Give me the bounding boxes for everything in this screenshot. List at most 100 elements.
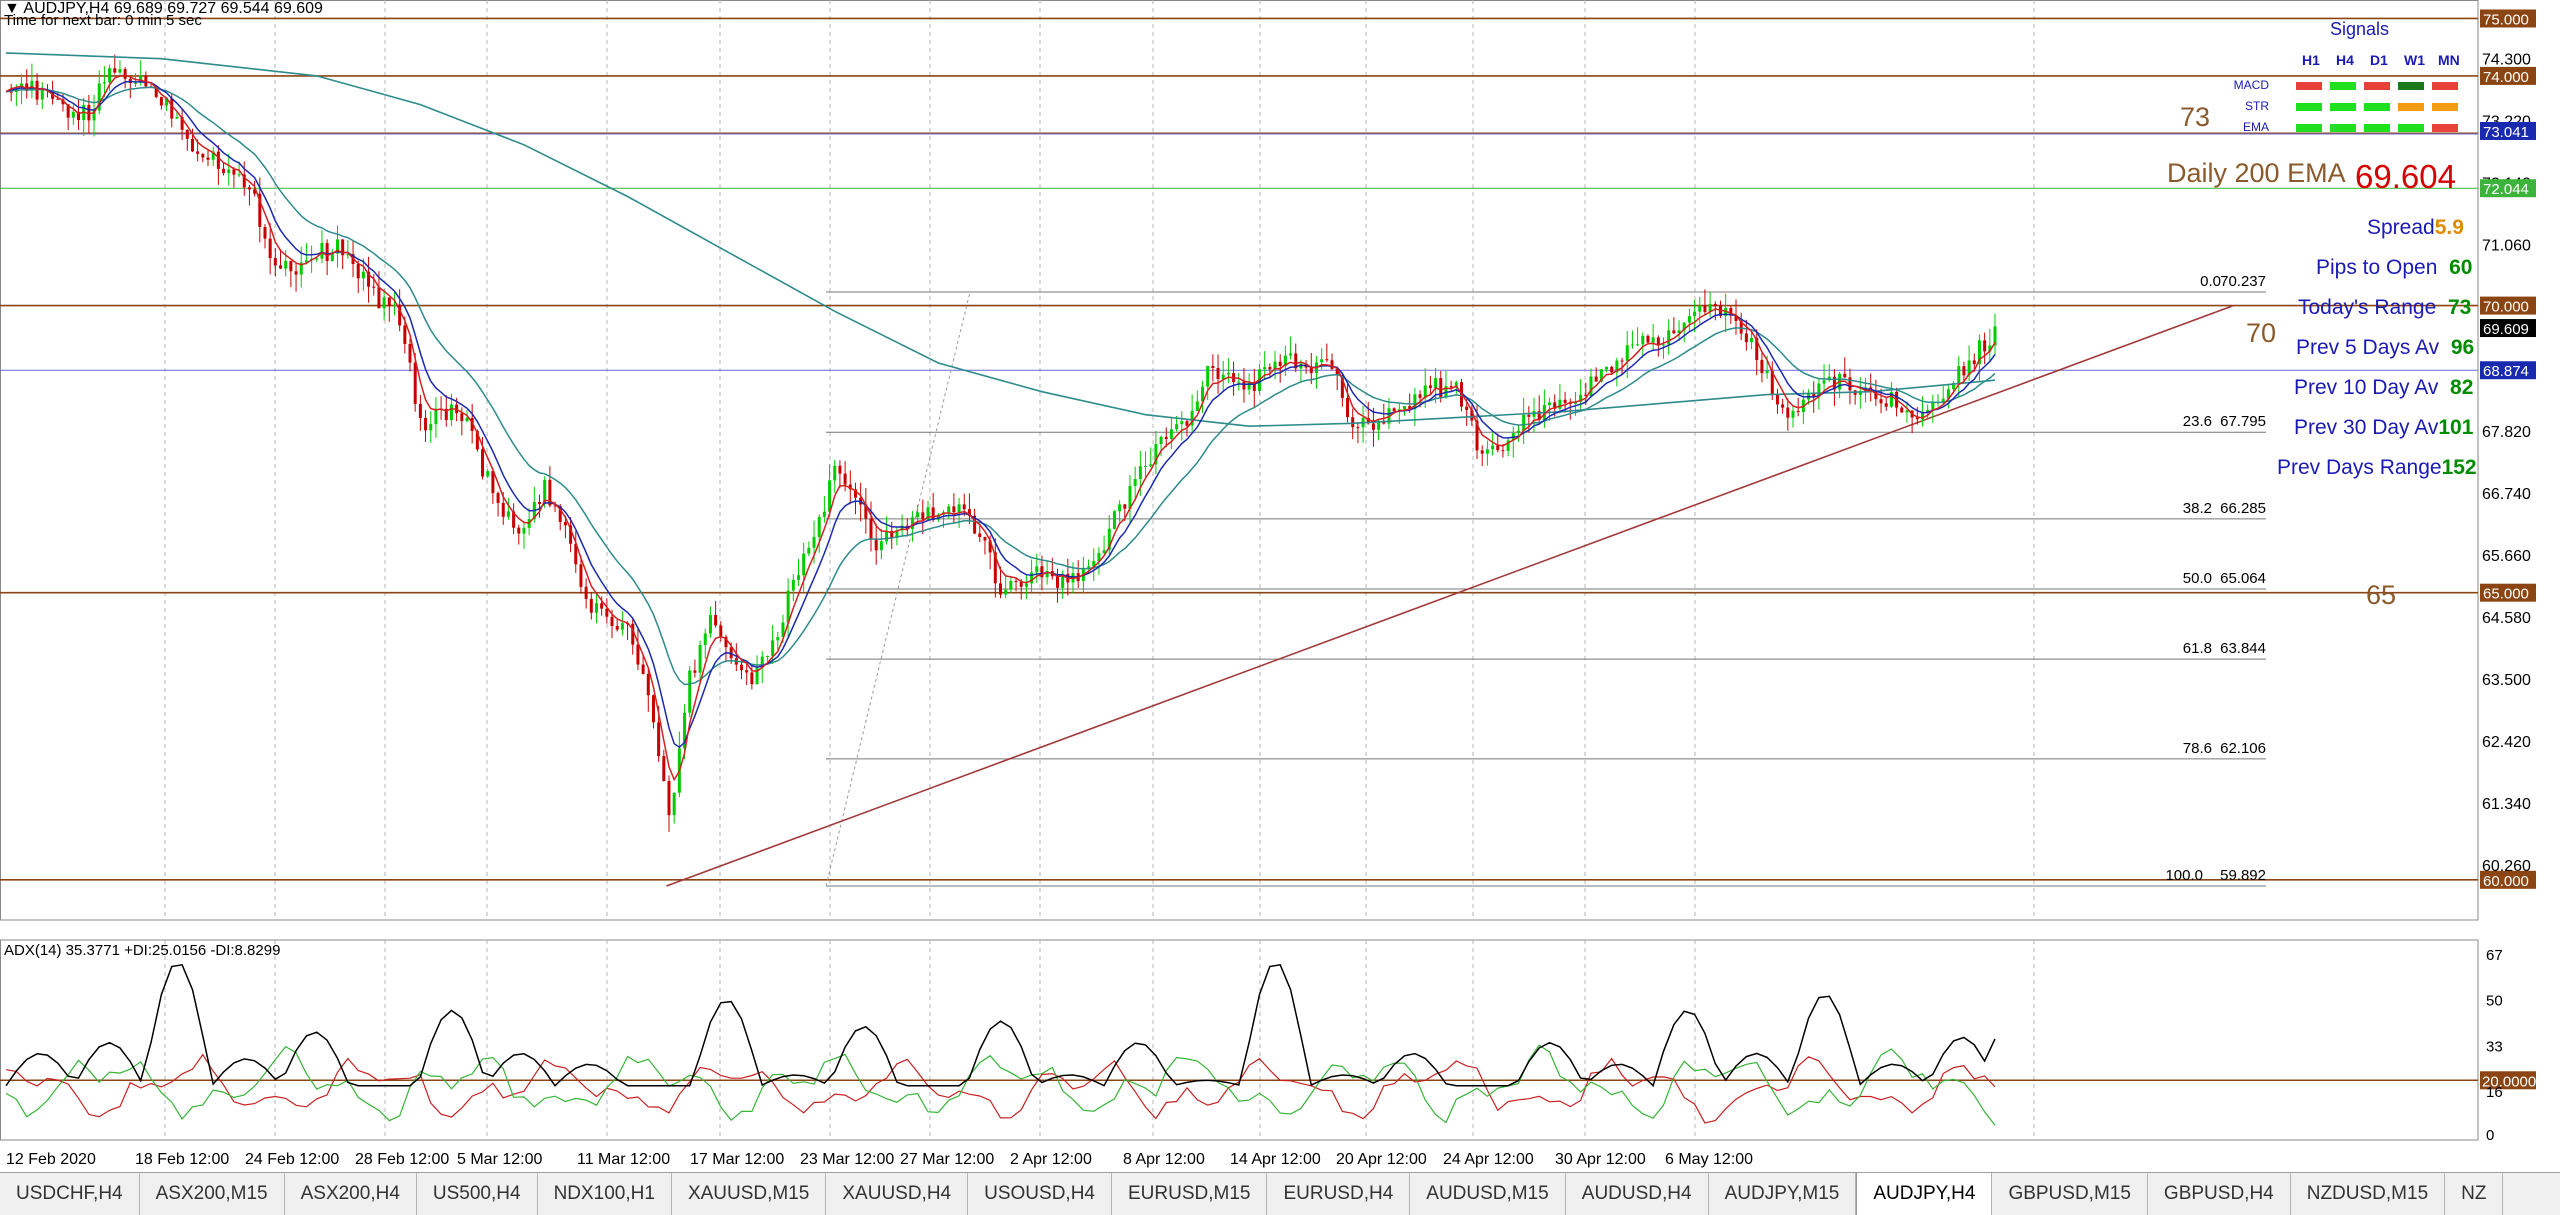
x-tick-label: 17 Mar 12:00 bbox=[690, 1151, 784, 1168]
candle-body bbox=[123, 69, 127, 79]
signals-col-h1: H1 bbox=[2302, 52, 2320, 68]
signals-row-ema: EMA bbox=[2242, 120, 2269, 134]
y-tick-label: 61.340 bbox=[2482, 796, 2531, 813]
candle-body bbox=[755, 667, 759, 685]
candle-body bbox=[1579, 394, 1583, 402]
ema-value: 69.604 bbox=[2355, 158, 2456, 195]
candle-body bbox=[20, 83, 24, 88]
tab-ndx100-h1[interactable]: NDX100,H1 bbox=[538, 1173, 672, 1215]
candle-body bbox=[1107, 528, 1111, 551]
candle-body bbox=[408, 343, 412, 363]
tab-audjpy-h4[interactable]: AUDJPY,H4 bbox=[1856, 1173, 1993, 1215]
y-tick-label: 71.060 bbox=[2482, 238, 2531, 255]
tab-xauusd-m15[interactable]: XAUUSD,M15 bbox=[672, 1173, 827, 1215]
candle-body bbox=[258, 193, 262, 227]
candle-body bbox=[962, 504, 966, 510]
candle-body bbox=[1656, 337, 1660, 346]
signal-cell-macd-mn bbox=[2432, 82, 2458, 90]
candle-body bbox=[1589, 376, 1593, 396]
candle-body bbox=[1573, 401, 1577, 404]
tab-gbpusd-h4[interactable]: GBPUSD,H4 bbox=[2148, 1173, 2291, 1215]
candle-body bbox=[1832, 376, 1836, 390]
candle-body bbox=[952, 506, 956, 513]
price-badge-label: 69.609 bbox=[2483, 321, 2529, 338]
candle-body bbox=[1475, 420, 1479, 451]
candle-body bbox=[1983, 340, 1987, 352]
candle-body bbox=[330, 253, 334, 262]
tab-audusd-m15[interactable]: AUDUSD,M15 bbox=[1410, 1173, 1566, 1215]
candle-body bbox=[1112, 511, 1116, 529]
tab-eurusd-h4[interactable]: EURUSD,H4 bbox=[1267, 1173, 1411, 1215]
tab-asx200-m15[interactable]: ASX200,M15 bbox=[140, 1173, 285, 1215]
candle-body bbox=[294, 271, 298, 275]
candle-body bbox=[957, 504, 961, 513]
candle-body bbox=[708, 614, 712, 634]
candle-body bbox=[1211, 365, 1215, 368]
adx-label: ADX(14) 35.3771 +DI:25.0156 -DI:8.8299 bbox=[4, 942, 281, 959]
tab-nzdusd-m15[interactable]: NZDUSD,M15 bbox=[2291, 1173, 2446, 1215]
candle-body bbox=[1206, 365, 1210, 387]
tab-gbpusd-m15[interactable]: GBPUSD,M15 bbox=[1992, 1173, 2148, 1215]
x-tick-label: 24 Feb 12:00 bbox=[245, 1151, 339, 1168]
level-65-label: 65 bbox=[2366, 580, 2397, 610]
x-tick-label: 18 Feb 12:00 bbox=[135, 1151, 229, 1168]
tab-audjpy-m15[interactable]: AUDJPY,M15 bbox=[1709, 1173, 1857, 1215]
candle-body bbox=[1366, 417, 1370, 424]
candle-body bbox=[398, 304, 402, 326]
candle-body bbox=[1149, 464, 1153, 467]
candle-body bbox=[1320, 359, 1324, 363]
collapse-triangle-icon[interactable]: ▼ bbox=[4, 0, 20, 17]
pips-row: Pips to Open 60 bbox=[2316, 256, 2472, 280]
candle-body bbox=[1858, 391, 1862, 395]
candle-body bbox=[558, 505, 562, 522]
candle-body bbox=[1283, 355, 1287, 366]
tab-usdchf-h4[interactable]: USDCHF,H4 bbox=[0, 1173, 140, 1215]
candle-body bbox=[175, 117, 179, 119]
ema-mid-line bbox=[5, 80, 1996, 749]
candle-body bbox=[97, 83, 101, 111]
tab-nz[interactable]: NZ bbox=[2445, 1173, 2504, 1215]
candle-body bbox=[1403, 406, 1407, 410]
candle-body bbox=[807, 547, 811, 554]
candle-body bbox=[672, 792, 676, 816]
tab-xauusd-h4[interactable]: XAUUSD,H4 bbox=[826, 1173, 969, 1215]
tab-asx200-h4[interactable]: ASX200,H4 bbox=[285, 1173, 417, 1215]
candle-body bbox=[159, 96, 163, 106]
tab-us500-h4[interactable]: US500,H4 bbox=[417, 1173, 538, 1215]
candle-body bbox=[1755, 337, 1759, 361]
x-tick-label: 30 Apr 12:00 bbox=[1555, 1151, 1646, 1168]
candle-body bbox=[688, 670, 692, 713]
candle-body bbox=[1750, 337, 1754, 343]
x-tick-label: 8 Apr 12:00 bbox=[1123, 1151, 1205, 1168]
candle-body bbox=[662, 756, 666, 782]
candle-body bbox=[1485, 449, 1489, 454]
candle-body bbox=[429, 424, 433, 431]
candle-body bbox=[1708, 304, 1712, 313]
tab-usousd-h4[interactable]: USOUSD,H4 bbox=[968, 1173, 1112, 1215]
price-chart[interactable]: 12 Feb 2020 18 Feb 12:00 24 Feb 12:00 28 Fe… bbox=[0, 0, 2560, 1172]
candle-body bbox=[1672, 330, 1676, 334]
candle-body bbox=[465, 418, 469, 422]
candle-body bbox=[999, 583, 1002, 595]
fib-level-label: 23.6 bbox=[2183, 413, 2212, 430]
tab-eurusd-m15[interactable]: EURUSD,M15 bbox=[1112, 1173, 1268, 1215]
candle-body bbox=[1480, 450, 1484, 454]
y-tick-label: 67.820 bbox=[2482, 424, 2531, 441]
candle-body bbox=[1439, 378, 1443, 398]
candle-body bbox=[1019, 581, 1023, 587]
candle-body bbox=[180, 117, 184, 130]
ema-slow-line bbox=[5, 86, 1996, 686]
fib-level-label: 50.0 bbox=[2183, 570, 2212, 587]
candle-body bbox=[71, 111, 75, 118]
indicator-panel-frame bbox=[0, 939, 2479, 1141]
fib-price-label: 63.844 bbox=[2220, 640, 2266, 657]
y-tick-label: 64.580 bbox=[2482, 610, 2531, 627]
prevdays-label: Prev Days Range bbox=[2277, 456, 2442, 479]
x-tick-label: 14 Apr 12:00 bbox=[1230, 1151, 1321, 1168]
signals-title: Signals bbox=[2330, 19, 2390, 39]
candle-body bbox=[1097, 552, 1101, 562]
tab-audusd-h4[interactable]: AUDUSD,H4 bbox=[1566, 1173, 1709, 1215]
candle-body bbox=[190, 138, 194, 152]
y-tick-label: 66.740 bbox=[2482, 486, 2531, 503]
candle-body bbox=[77, 111, 81, 121]
